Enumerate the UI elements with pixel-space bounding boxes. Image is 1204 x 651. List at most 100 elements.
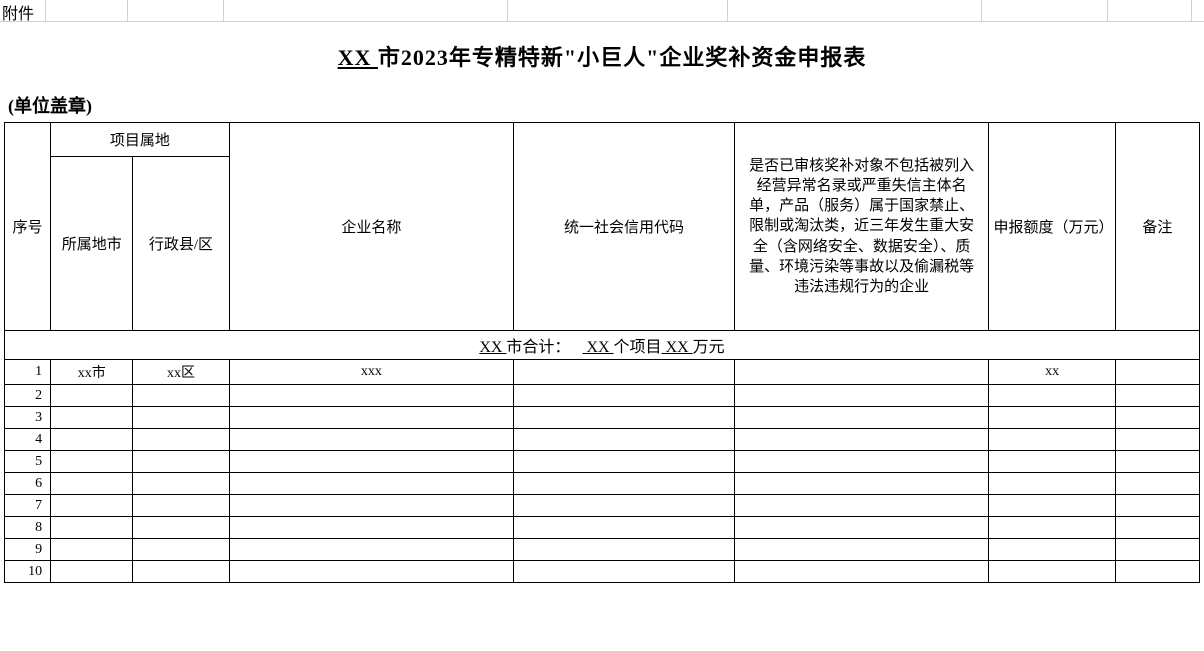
table-row: 1xx市xx区xxxxx <box>5 360 1200 385</box>
th-amount: 申报额度（万元） <box>989 123 1115 331</box>
page-title: XX 市2023年专精特新"小巨人"企业奖补资金申报表 <box>338 45 867 70</box>
table-row: 9 <box>5 539 1200 561</box>
cell-city <box>51 561 133 583</box>
cell-remark <box>1115 473 1199 495</box>
cell-amount <box>989 561 1115 583</box>
th-enterprise: 企业名称 <box>229 123 514 331</box>
subtotal-text: XX 市合计： XX 个项目 XX 万元 <box>479 339 724 356</box>
cell-enterprise <box>229 539 514 561</box>
table-row: 8 <box>5 517 1200 539</box>
cell-n: 3 <box>5 407 51 429</box>
table-body: 1xx市xx区xxxxx2345678910 <box>5 360 1200 583</box>
cell-code <box>514 495 735 517</box>
cell-enterprise <box>229 495 514 517</box>
cell-audit <box>734 429 989 451</box>
table-row: 3 <box>5 407 1200 429</box>
cell-city <box>51 473 133 495</box>
cell-city <box>51 407 133 429</box>
cell-n: 1 <box>5 360 51 385</box>
cell-enterprise <box>229 407 514 429</box>
subtotal-row: XX 市合计： XX 个项目 XX 万元 <box>5 331 1200 360</box>
cell-amount <box>989 517 1115 539</box>
cell-district <box>133 451 229 473</box>
cell-audit <box>734 561 989 583</box>
cell-district <box>133 429 229 451</box>
cell-enterprise <box>229 561 514 583</box>
cell-remark <box>1115 360 1199 385</box>
table-row: 10 <box>5 561 1200 583</box>
cell-remark <box>1115 451 1199 473</box>
th-remark: 备注 <box>1115 123 1199 331</box>
cell-audit <box>734 451 989 473</box>
table-header: 序号 项目属地 企业名称 统一社会信用代码 是否已审核奖补对象不包括被列入经营异… <box>5 123 1200 331</box>
cell-n: 9 <box>5 539 51 561</box>
cell-n: 7 <box>5 495 51 517</box>
cell-enterprise: xxx <box>229 360 514 385</box>
cell-n: 6 <box>5 473 51 495</box>
cell-code <box>514 360 735 385</box>
cell-n: 8 <box>5 517 51 539</box>
cell-district: xx区 <box>133 360 229 385</box>
th-district: 行政县/区 <box>133 157 229 331</box>
cell-district <box>133 517 229 539</box>
cell-enterprise <box>229 517 514 539</box>
cell-city <box>51 451 133 473</box>
cell-remark <box>1115 517 1199 539</box>
cell-code <box>514 385 735 407</box>
th-audit: 是否已审核奖补对象不包括被列入经营异常名录或严重失信主体名单，产品（服务）属于国… <box>734 123 989 331</box>
cell-n: 2 <box>5 385 51 407</box>
cell-city <box>51 539 133 561</box>
cell-code <box>514 451 735 473</box>
cell-code <box>514 561 735 583</box>
cell-amount <box>989 429 1115 451</box>
cell-city: xx市 <box>51 360 133 385</box>
cell-enterprise <box>229 429 514 451</box>
cell-city <box>51 517 133 539</box>
cell-remark <box>1115 407 1199 429</box>
cell-city <box>51 385 133 407</box>
cell-audit <box>734 517 989 539</box>
cell-code <box>514 407 735 429</box>
th-seq: 序号 <box>5 123 51 331</box>
cell-audit <box>734 360 989 385</box>
application-table: 序号 项目属地 企业名称 统一社会信用代码 是否已审核奖补对象不包括被列入经营异… <box>4 122 1200 583</box>
cell-amount <box>989 385 1115 407</box>
cell-city <box>51 429 133 451</box>
cell-amount <box>989 407 1115 429</box>
table-row: 2 <box>5 385 1200 407</box>
attachment-label: 附件 <box>2 0 34 24</box>
cell-enterprise <box>229 385 514 407</box>
seal-label: (单位盖章) <box>0 86 1204 122</box>
cell-code <box>514 473 735 495</box>
th-city: 所属地市 <box>51 157 133 331</box>
cell-amount <box>989 473 1115 495</box>
cell-amount <box>989 539 1115 561</box>
cell-audit <box>734 473 989 495</box>
cell-audit <box>734 539 989 561</box>
cell-district <box>133 539 229 561</box>
cell-audit <box>734 495 989 517</box>
th-project-region: 项目属地 <box>51 123 229 157</box>
cell-district <box>133 495 229 517</box>
cell-remark <box>1115 495 1199 517</box>
title-row: XX 市2023年专精特新"小巨人"企业奖补资金申报表 <box>0 22 1204 86</box>
table-row: 4 <box>5 429 1200 451</box>
cell-enterprise <box>229 451 514 473</box>
table-row: 6 <box>5 473 1200 495</box>
cell-n: 10 <box>5 561 51 583</box>
cell-remark <box>1115 429 1199 451</box>
cell-remark <box>1115 385 1199 407</box>
cell-district <box>133 473 229 495</box>
spreadsheet-top-gridline <box>0 0 1204 22</box>
cell-enterprise <box>229 473 514 495</box>
table-row: 5 <box>5 451 1200 473</box>
cell-city <box>51 495 133 517</box>
cell-district <box>133 407 229 429</box>
cell-district <box>133 385 229 407</box>
title-text: 市2023年专精特新"小巨人"企业奖补资金申报表 <box>378 45 866 70</box>
cell-audit <box>734 385 989 407</box>
cell-amount <box>989 451 1115 473</box>
cell-code <box>514 539 735 561</box>
cell-remark <box>1115 539 1199 561</box>
cell-audit <box>734 407 989 429</box>
